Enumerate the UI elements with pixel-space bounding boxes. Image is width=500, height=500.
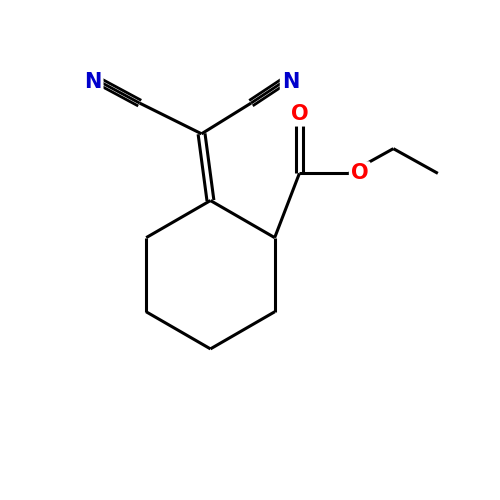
Text: O: O: [351, 164, 368, 184]
Text: N: N: [282, 72, 299, 92]
Text: O: O: [290, 104, 308, 124]
Text: N: N: [84, 72, 102, 92]
